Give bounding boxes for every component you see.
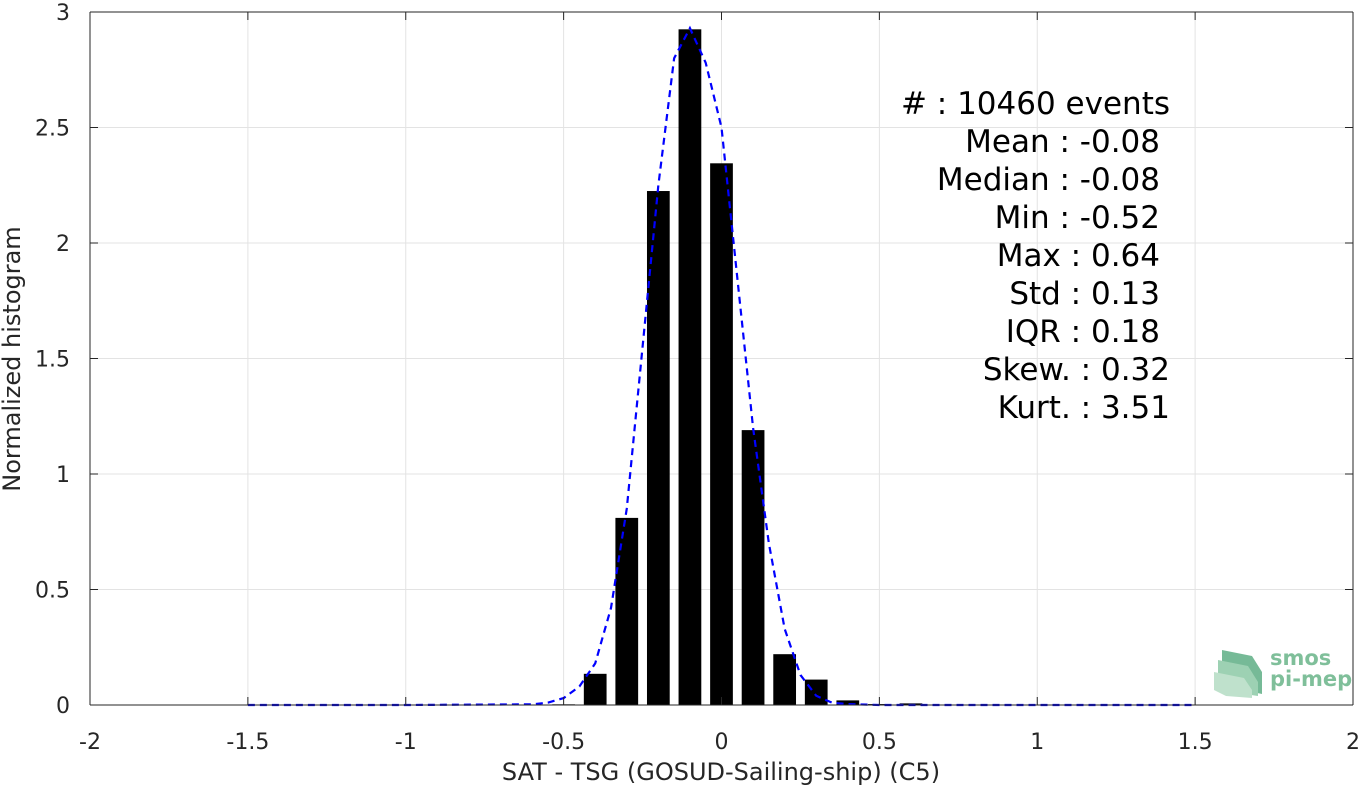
y-tick-label: 3 [56,1,70,26]
x-tick-label: 1 [1030,730,1044,755]
y-axis-label: Normalized histogram [0,226,26,491]
stats-kurt: Kurt. : 3.51 [998,390,1170,426]
stats-events: # : 10460 events [901,86,1170,122]
stats-median: Median : -0.08 [937,162,1160,198]
fit-curve-layer [247,25,1196,707]
stats-mean: Mean : -0.08 [965,124,1160,160]
x-tick-label: 1.5 [1178,730,1213,755]
histogram-bar [710,163,733,705]
x-tick-label: -1 [395,730,417,755]
logo-waves-icon [1214,650,1262,698]
histogram-bar [678,29,702,705]
axes [89,11,1354,706]
stats-max: Max : 0.64 [997,238,1160,274]
fit-curve-line [247,25,1196,707]
y-tick-label: 2 [56,232,70,257]
histogram-bar [646,191,670,705]
histogram-bar [773,654,797,705]
stats-min: Min : -0.52 [995,200,1160,236]
y-tick-label: 2.5 [35,117,70,142]
histogram-bar [583,673,607,705]
x-tick-label: -1.5 [226,730,269,755]
y-tick-label: 0.5 [35,579,70,604]
y-tick-label: 0 [56,694,70,719]
stats-skew: Skew. : 0.32 [983,352,1170,388]
stats-box: # : 10460 events Mean : -0.08 Median : -… [901,86,1170,426]
histogram-bar [804,679,828,705]
logo-line2: pi-mep [1270,667,1352,691]
stats-iqr: IQR : 0.18 [1006,314,1160,350]
x-tick-label: -2 [79,730,101,755]
x-axis-label: SAT - TSG (GOSUD-Sailing-ship) (C5) [502,758,940,786]
tick-labels: -2 -1.5 -1 -0.5 0 0.5 1 1.5 2 0 0.5 1 1.5 2 2.5 3 [35,1,1360,755]
y-tick-label: 1.5 [35,348,70,373]
histogram-bars [552,29,923,705]
y-tick-label: 1 [56,463,70,488]
x-tick-label: -0.5 [542,730,585,755]
x-tick-label: 0.5 [862,730,897,755]
histogram-bar [836,700,860,705]
smos-pimep-logo: smos pi-mep [1214,646,1352,698]
logo-line1: smos [1270,646,1331,670]
stats-std: Std : 0.13 [1009,276,1160,312]
x-tick-label: 0 [715,730,729,755]
histogram-bar [615,517,639,705]
histogram-bar [741,430,765,705]
x-tick-label: 2 [1346,730,1360,755]
